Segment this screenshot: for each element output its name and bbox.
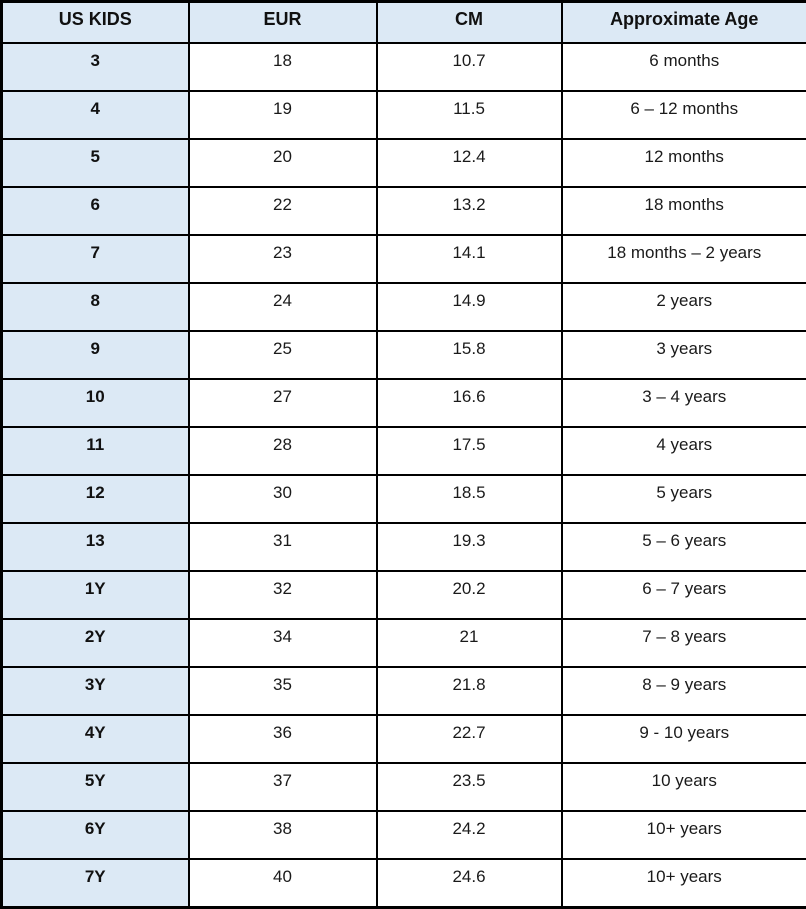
- us-kids-cell: 13: [2, 523, 189, 571]
- approximate-age-cell: 8 – 9 years: [562, 667, 806, 715]
- approximate-age-cell: 6 – 12 months: [562, 91, 806, 139]
- approximate-age-cell: 7 – 8 years: [562, 619, 806, 667]
- column-header-cm: CM: [377, 2, 562, 44]
- eur-cell: 19: [189, 91, 377, 139]
- eur-cell: 22: [189, 187, 377, 235]
- approximate-age-cell: 10+ years: [562, 811, 806, 859]
- us-kids-cell: 6: [2, 187, 189, 235]
- cm-cell: 19.3: [377, 523, 562, 571]
- eur-cell: 30: [189, 475, 377, 523]
- cm-cell: 22.7: [377, 715, 562, 763]
- cm-cell: 24.6: [377, 859, 562, 908]
- cm-cell: 21: [377, 619, 562, 667]
- approximate-age-cell: 12 months: [562, 139, 806, 187]
- approximate-age-cell: 5 – 6 years: [562, 523, 806, 571]
- table-header: US KIDS EUR CM Approximate Age: [2, 2, 806, 44]
- us-kids-cell: 5Y: [2, 763, 189, 811]
- cm-cell: 14.9: [377, 283, 562, 331]
- approximate-age-cell: 3 years: [562, 331, 806, 379]
- eur-cell: 20: [189, 139, 377, 187]
- column-header-us-kids: US KIDS: [2, 2, 189, 44]
- cm-cell: 23.5: [377, 763, 562, 811]
- eur-cell: 36: [189, 715, 377, 763]
- column-header-approximate-age: Approximate Age: [562, 2, 806, 44]
- us-kids-cell: 7: [2, 235, 189, 283]
- approximate-age-cell: 18 months: [562, 187, 806, 235]
- us-kids-cell: 6Y: [2, 811, 189, 859]
- approximate-age-cell: 2 years: [562, 283, 806, 331]
- eur-cell: 34: [189, 619, 377, 667]
- us-kids-cell: 5: [2, 139, 189, 187]
- approximate-age-cell: 10+ years: [562, 859, 806, 908]
- eur-cell: 25: [189, 331, 377, 379]
- eur-cell: 32: [189, 571, 377, 619]
- us-kids-cell: 4: [2, 91, 189, 139]
- us-kids-cell: 4Y: [2, 715, 189, 763]
- cm-cell: 14.1: [377, 235, 562, 283]
- eur-cell: 38: [189, 811, 377, 859]
- cm-cell: 24.2: [377, 811, 562, 859]
- us-kids-cell: 10: [2, 379, 189, 427]
- us-kids-cell: 12: [2, 475, 189, 523]
- cm-cell: 17.5: [377, 427, 562, 475]
- us-kids-cell: 7Y: [2, 859, 189, 908]
- us-kids-cell: 2Y: [2, 619, 189, 667]
- approximate-age-cell: 4 years: [562, 427, 806, 475]
- eur-cell: 40: [189, 859, 377, 908]
- us-kids-cell: 3Y: [2, 667, 189, 715]
- us-kids-cell: 8: [2, 283, 189, 331]
- cm-cell: 15.8: [377, 331, 562, 379]
- cm-cell: 13.2: [377, 187, 562, 235]
- approximate-age-cell: 9 - 10 years: [562, 715, 806, 763]
- cm-cell: 20.2: [377, 571, 562, 619]
- approximate-age-cell: 10 years: [562, 763, 806, 811]
- eur-cell: 28: [189, 427, 377, 475]
- approximate-age-cell: 18 months – 2 years: [562, 235, 806, 283]
- cm-cell: 21.8: [377, 667, 562, 715]
- cm-cell: 18.5: [377, 475, 562, 523]
- eur-cell: 37: [189, 763, 377, 811]
- header-row: US KIDS EUR CM Approximate Age: [2, 2, 806, 44]
- approximate-age-cell: 6 – 7 years: [562, 571, 806, 619]
- eur-cell: 23: [189, 235, 377, 283]
- column-header-eur: EUR: [189, 2, 377, 44]
- eur-cell: 31: [189, 523, 377, 571]
- us-kids-cell: 3: [2, 43, 189, 91]
- cm-cell: 10.7: [377, 43, 562, 91]
- cm-cell: 12.4: [377, 139, 562, 187]
- approximate-age-cell: 5 years: [562, 475, 806, 523]
- eur-cell: 24: [189, 283, 377, 331]
- approximate-age-cell: 6 months: [562, 43, 806, 91]
- us-kids-cell: 11: [2, 427, 189, 475]
- us-kids-cell: 9: [2, 331, 189, 379]
- us-kids-cell: 1Y: [2, 571, 189, 619]
- eur-cell: 18: [189, 43, 377, 91]
- cm-cell: 16.6: [377, 379, 562, 427]
- eur-cell: 27: [189, 379, 377, 427]
- cm-cell: 11.5: [377, 91, 562, 139]
- approximate-age-cell: 3 – 4 years: [562, 379, 806, 427]
- eur-cell: 35: [189, 667, 377, 715]
